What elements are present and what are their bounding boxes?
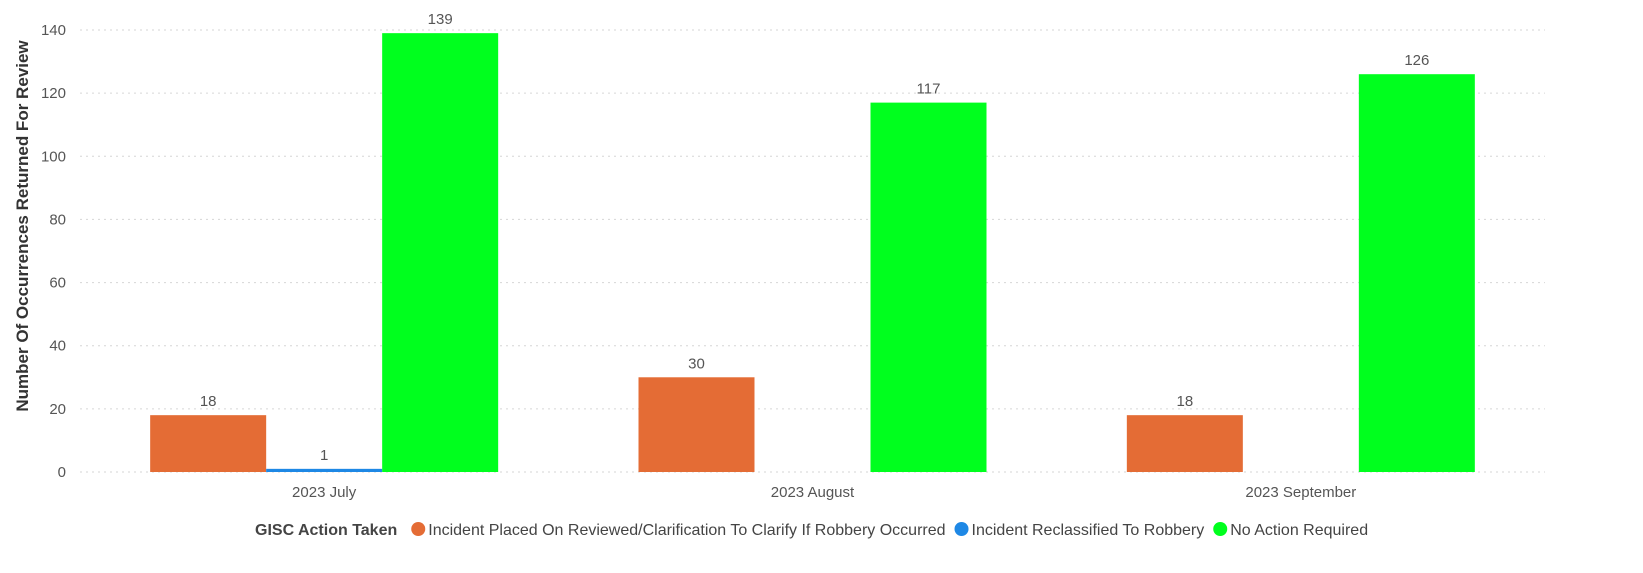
bar[interactable] bbox=[870, 102, 987, 472]
data-label: 1 bbox=[320, 447, 328, 464]
x-tick-label: 2023 September bbox=[1245, 484, 1356, 501]
data-label: 117 bbox=[917, 81, 941, 98]
x-axis-ticks: 2023 July 2023 August 2023 September bbox=[292, 484, 1356, 501]
y-tick-label: 100 bbox=[41, 148, 66, 165]
gridlines bbox=[80, 29, 1545, 473]
bar[interactable] bbox=[150, 415, 267, 472]
data-label: 139 bbox=[428, 11, 453, 28]
bar[interactable] bbox=[1126, 415, 1243, 472]
x-tick-label: 2023 August bbox=[771, 484, 855, 501]
y-tick-label: 40 bbox=[49, 338, 66, 355]
y-tick-label: 0 bbox=[58, 464, 66, 481]
legend-marker bbox=[411, 522, 426, 536]
data-label: 30 bbox=[688, 355, 705, 372]
data-labels: 18 1 139 30 117 18 126 bbox=[200, 11, 1430, 464]
y-axis-ticks: 0 20 40 60 80 100 120 140 bbox=[41, 22, 66, 481]
legend-item-label[interactable]: Incident Reclassified To Robbery bbox=[972, 522, 1205, 539]
legend: GISC Action Taken Incident Placed On Rev… bbox=[255, 522, 1368, 539]
data-label: 18 bbox=[200, 393, 217, 410]
bars bbox=[150, 33, 1475, 473]
legend-item-label[interactable]: Incident Placed On Reviewed/Clarificatio… bbox=[428, 522, 945, 539]
y-tick-label: 60 bbox=[49, 275, 66, 292]
y-tick-label: 20 bbox=[49, 401, 66, 418]
x-tick-label: 2023 July bbox=[292, 484, 357, 501]
bar[interactable] bbox=[382, 33, 499, 473]
bar[interactable] bbox=[638, 377, 755, 472]
bar[interactable] bbox=[266, 468, 383, 472]
data-label: 126 bbox=[1404, 52, 1429, 69]
y-tick-label: 140 bbox=[41, 22, 66, 39]
y-axis-title: Number Of Occurrences Returned For Revie… bbox=[13, 40, 32, 412]
legend-marker bbox=[1213, 522, 1228, 536]
data-label: 18 bbox=[1176, 393, 1193, 410]
y-tick-label: 80 bbox=[49, 211, 66, 228]
legend-item-label[interactable]: No Action Required bbox=[1230, 522, 1368, 539]
y-tick-label: 120 bbox=[41, 85, 66, 102]
bar[interactable] bbox=[1358, 74, 1475, 472]
legend-marker bbox=[954, 522, 969, 536]
legend-title: GISC Action Taken bbox=[255, 522, 397, 539]
